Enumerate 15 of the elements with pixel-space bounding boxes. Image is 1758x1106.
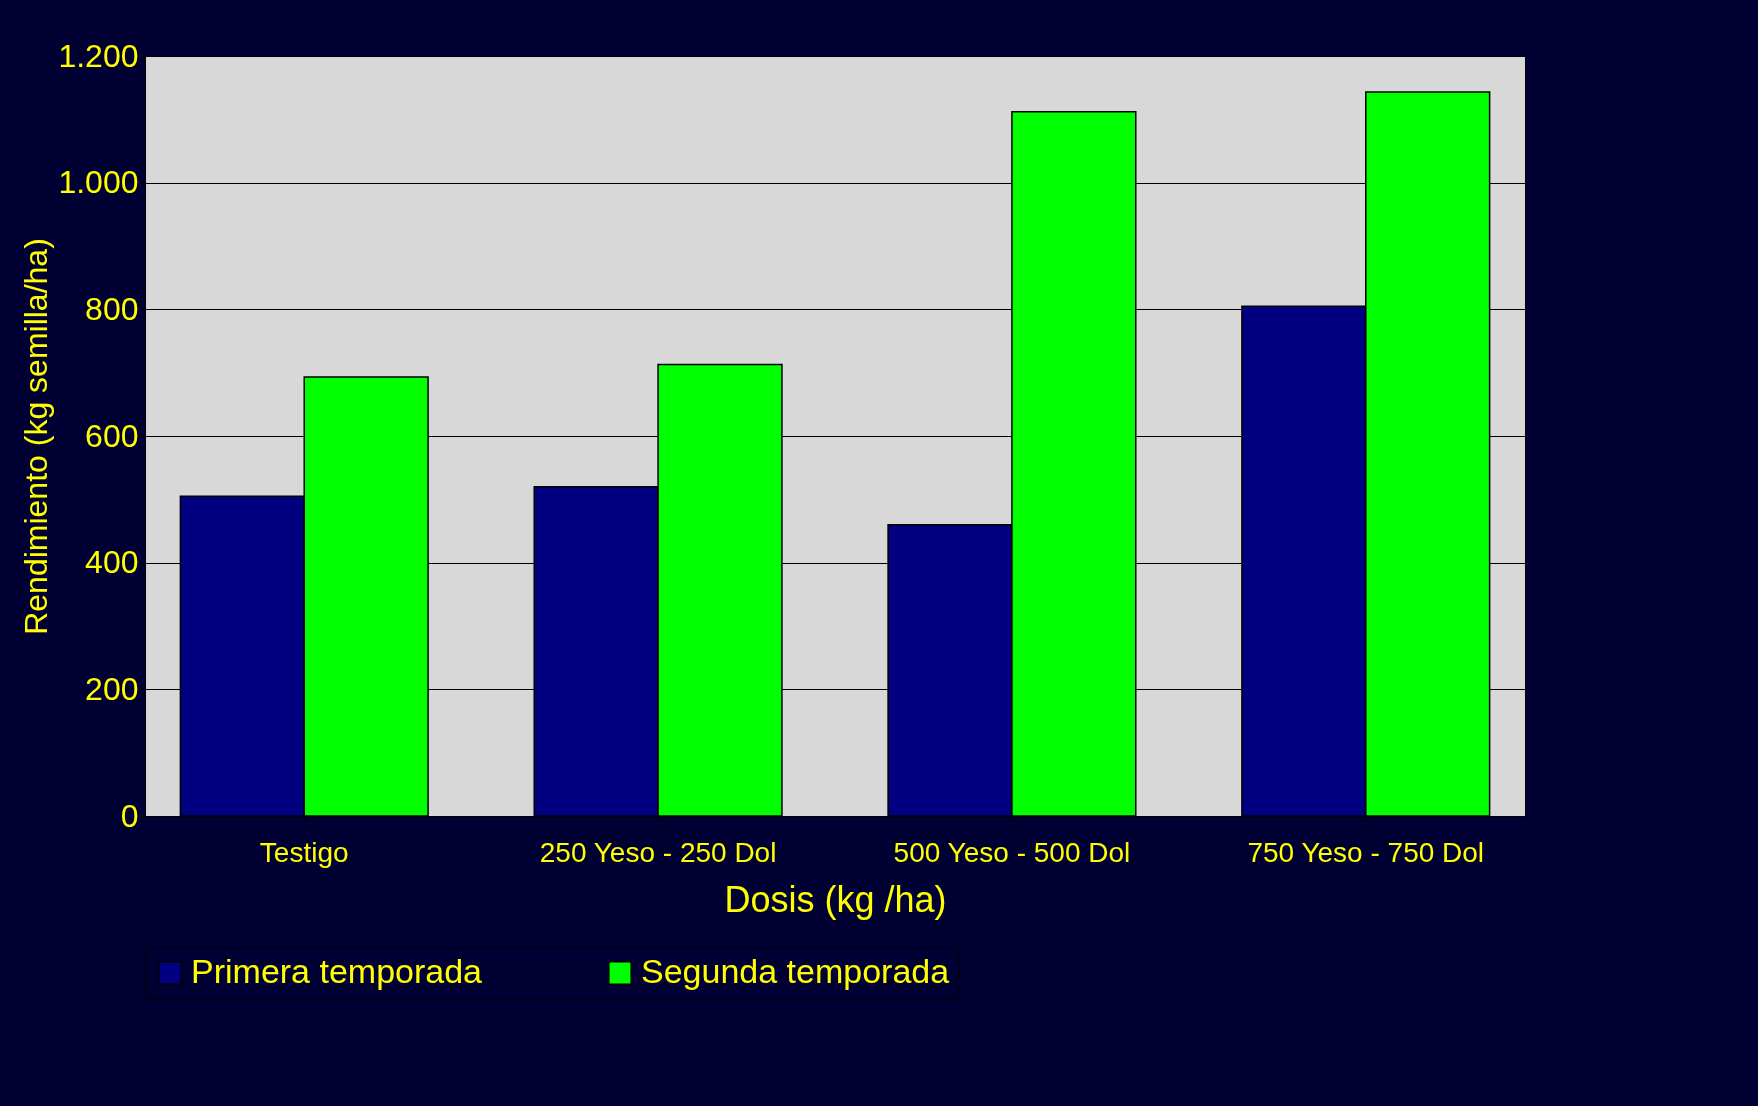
- x-axis-title: Dosis (kg /ha): [724, 878, 947, 920]
- y-tick-label: 200: [85, 670, 139, 707]
- x-tick-label: Testigo: [259, 836, 349, 868]
- x-tick-label: 750 Yeso - 750 Dol: [1247, 836, 1485, 868]
- legend-label: Segunda temporada: [641, 952, 950, 990]
- x-tick-label: 500 Yeso - 500 Dol: [893, 836, 1131, 868]
- y-tick-label: 1.200: [58, 37, 139, 74]
- y-tick-label: 0: [120, 797, 139, 834]
- x-tick-label: 250 Yeso - 250 Dol: [539, 836, 777, 868]
- y-axis-title: Rendimiento (kg semilla/ha): [18, 238, 55, 635]
- y-tick-label: 400: [85, 544, 139, 581]
- y-tick-label: 1.000: [58, 164, 139, 201]
- legend-label: Primera temporada: [191, 952, 483, 990]
- y-tick-label: 600: [85, 417, 139, 454]
- y-tick-label: 800: [85, 290, 139, 327]
